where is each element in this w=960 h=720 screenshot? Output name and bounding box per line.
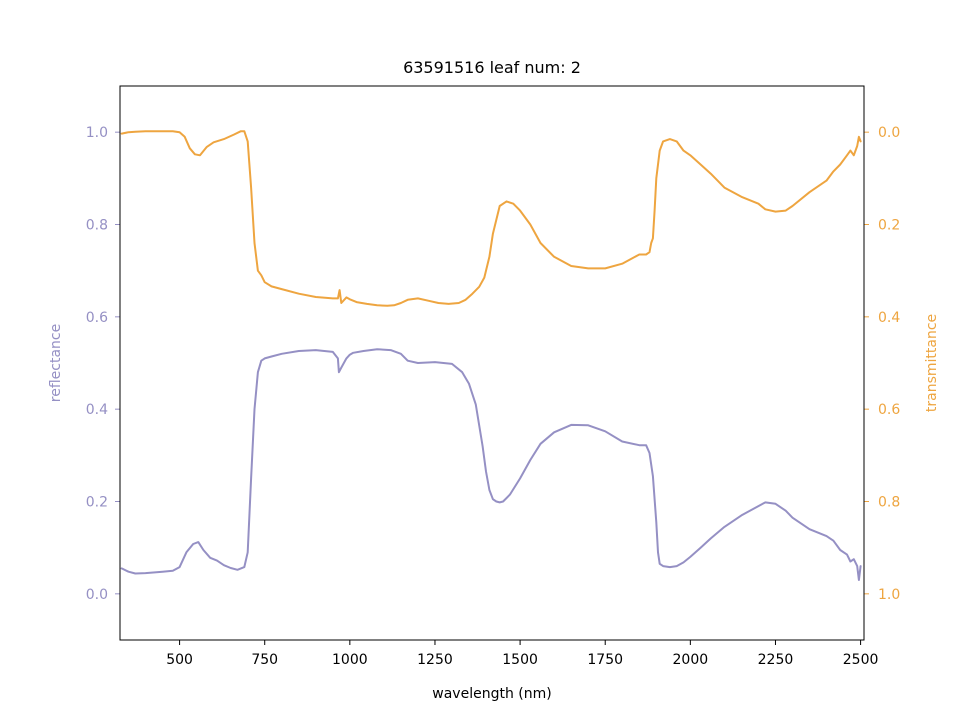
x-tick-label: 2000 xyxy=(673,652,709,668)
right-tick-label: 0.4 xyxy=(878,310,900,326)
left-tick-label: 0.0 xyxy=(86,587,108,603)
left-tick-label: 1.0 xyxy=(86,125,108,141)
transmittance-line xyxy=(120,130,862,307)
right-tick-label: 0.2 xyxy=(878,218,900,234)
x-tick-label: 1000 xyxy=(332,652,368,668)
left-tick-label: 0.4 xyxy=(86,402,108,418)
x-axis-label: wavelength (nm) xyxy=(432,686,551,702)
x-tick-label: 2250 xyxy=(758,652,794,668)
left-tick-label: 0.6 xyxy=(86,310,108,326)
right-tick-label: 0.8 xyxy=(878,495,900,511)
left-axis-ticks: 0.0 0.2 0.4 0.6 0.8 1.0 xyxy=(86,125,120,603)
chart-title: 63591516 leaf num: 2 xyxy=(403,58,581,77)
right-tick-label: 1.0 xyxy=(878,587,900,603)
right-tick-label: 0.6 xyxy=(878,402,900,418)
reflectance-line xyxy=(120,348,862,581)
left-axis-label: reflectance xyxy=(48,324,64,402)
right-tick-label: 0.0 xyxy=(878,125,900,141)
x-tick-label: 1250 xyxy=(417,652,453,668)
x-axis-ticks: 500 750 1000 1250 1500 1750 2000 2250 2500 xyxy=(166,640,878,668)
plot-frame xyxy=(119,85,865,641)
x-tick-label: 1750 xyxy=(587,652,623,668)
series-layer xyxy=(120,130,862,581)
right-axis-label: transmittance xyxy=(924,314,940,412)
left-tick-label: 0.2 xyxy=(86,495,108,511)
left-tick-label: 0.8 xyxy=(86,218,108,234)
x-tick-label: 750 xyxy=(251,652,278,668)
right-axis-ticks: 0.0 0.2 0.4 0.6 0.8 1.0 xyxy=(864,125,900,603)
x-tick-label: 1500 xyxy=(502,652,538,668)
x-tick-label: 2500 xyxy=(843,652,879,668)
x-tick-label: 500 xyxy=(166,652,193,668)
